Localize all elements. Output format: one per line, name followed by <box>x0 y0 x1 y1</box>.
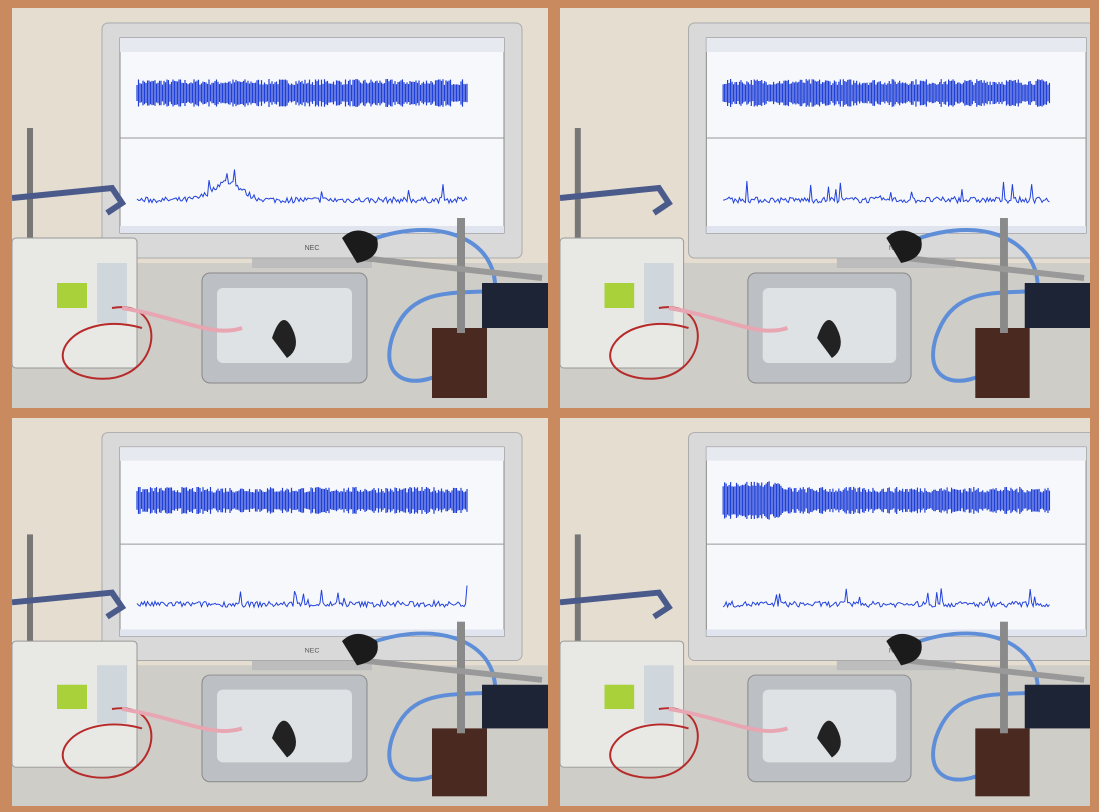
stand-base <box>975 328 1030 398</box>
scene: NEC <box>560 418 1090 806</box>
toolbar <box>706 38 1087 52</box>
scaled: NEC <box>560 8 1090 408</box>
waveform-top <box>136 79 468 107</box>
pink-cable <box>121 707 243 733</box>
stand-base <box>432 728 487 797</box>
stand-rod <box>1000 621 1008 734</box>
photo-panel: NEC <box>560 8 1090 408</box>
transducer-clamp <box>342 633 378 666</box>
panel-keys <box>644 263 674 323</box>
sample <box>817 320 841 358</box>
panel-keys <box>97 263 127 323</box>
oscilloscope <box>482 684 548 729</box>
monitor-screen <box>119 37 505 234</box>
sample <box>272 320 296 358</box>
scene: NEC <box>12 418 548 806</box>
panel-keys <box>644 665 674 724</box>
clamp-left <box>560 184 673 216</box>
taskbar <box>706 226 1087 233</box>
transducer-clamp <box>886 633 922 666</box>
waveform-bottom <box>136 169 468 205</box>
lcd <box>604 684 635 709</box>
stand-base <box>432 328 487 398</box>
oscilloscope <box>1024 684 1090 729</box>
toolbar <box>706 447 1087 461</box>
red-cable <box>61 306 153 380</box>
stand-arm <box>905 657 1085 683</box>
lcd <box>57 283 87 308</box>
taskbar <box>120 629 504 637</box>
photo-panel: NEC <box>12 8 548 408</box>
toolbar <box>120 38 504 52</box>
monitor-screen <box>705 446 1087 637</box>
stand-rod-left <box>27 534 33 680</box>
red-cable <box>609 707 699 779</box>
photo-panel: NEC <box>12 418 548 806</box>
scaled: NEC <box>12 8 548 408</box>
oscilloscope <box>1024 283 1090 328</box>
photo-panel: NEC <box>560 418 1090 806</box>
waveform-bottom <box>723 181 1050 205</box>
scaled: NEC <box>560 418 1090 806</box>
clamp-left <box>560 589 673 620</box>
clamp-left <box>12 184 127 216</box>
transducer-clamp <box>886 230 922 263</box>
stand-base <box>975 728 1030 797</box>
monitor-label: NEC <box>305 648 320 655</box>
stand-rod <box>457 218 465 333</box>
waveform-bottom <box>722 588 1050 609</box>
stand-rod-left <box>27 128 33 278</box>
stand-rod-left <box>574 128 581 278</box>
stand-rod <box>457 621 465 734</box>
stand-arm <box>905 255 1085 281</box>
taskbar <box>120 226 504 233</box>
scene: NEC <box>12 8 548 408</box>
red-cable <box>61 707 153 779</box>
transducer-clamp <box>342 230 378 263</box>
stand-arm <box>361 657 543 683</box>
monitor-label: NEC <box>305 245 320 252</box>
monitor-screen <box>705 37 1087 234</box>
monitor-screen <box>119 446 505 637</box>
sample <box>817 720 841 758</box>
stand-rod-left <box>574 534 581 680</box>
waveform-top <box>722 79 1051 107</box>
stand-arm <box>361 255 543 281</box>
clamp-left <box>12 589 127 620</box>
sample <box>272 720 296 758</box>
waveform-top <box>722 481 1051 520</box>
pink-cable <box>121 306 243 333</box>
lcd <box>604 283 635 308</box>
red-cable <box>609 306 699 380</box>
scene: NEC <box>560 8 1090 408</box>
waveform-top <box>136 486 468 514</box>
pink-cable <box>668 707 789 733</box>
toolbar <box>120 447 504 461</box>
waveform-bottom <box>136 585 468 609</box>
scaled: NEC <box>12 418 548 806</box>
pink-cable <box>668 306 789 333</box>
taskbar <box>706 629 1087 637</box>
oscilloscope <box>482 283 548 328</box>
lcd <box>57 684 87 709</box>
stand-rod <box>1000 218 1008 333</box>
panel-keys <box>97 665 127 724</box>
